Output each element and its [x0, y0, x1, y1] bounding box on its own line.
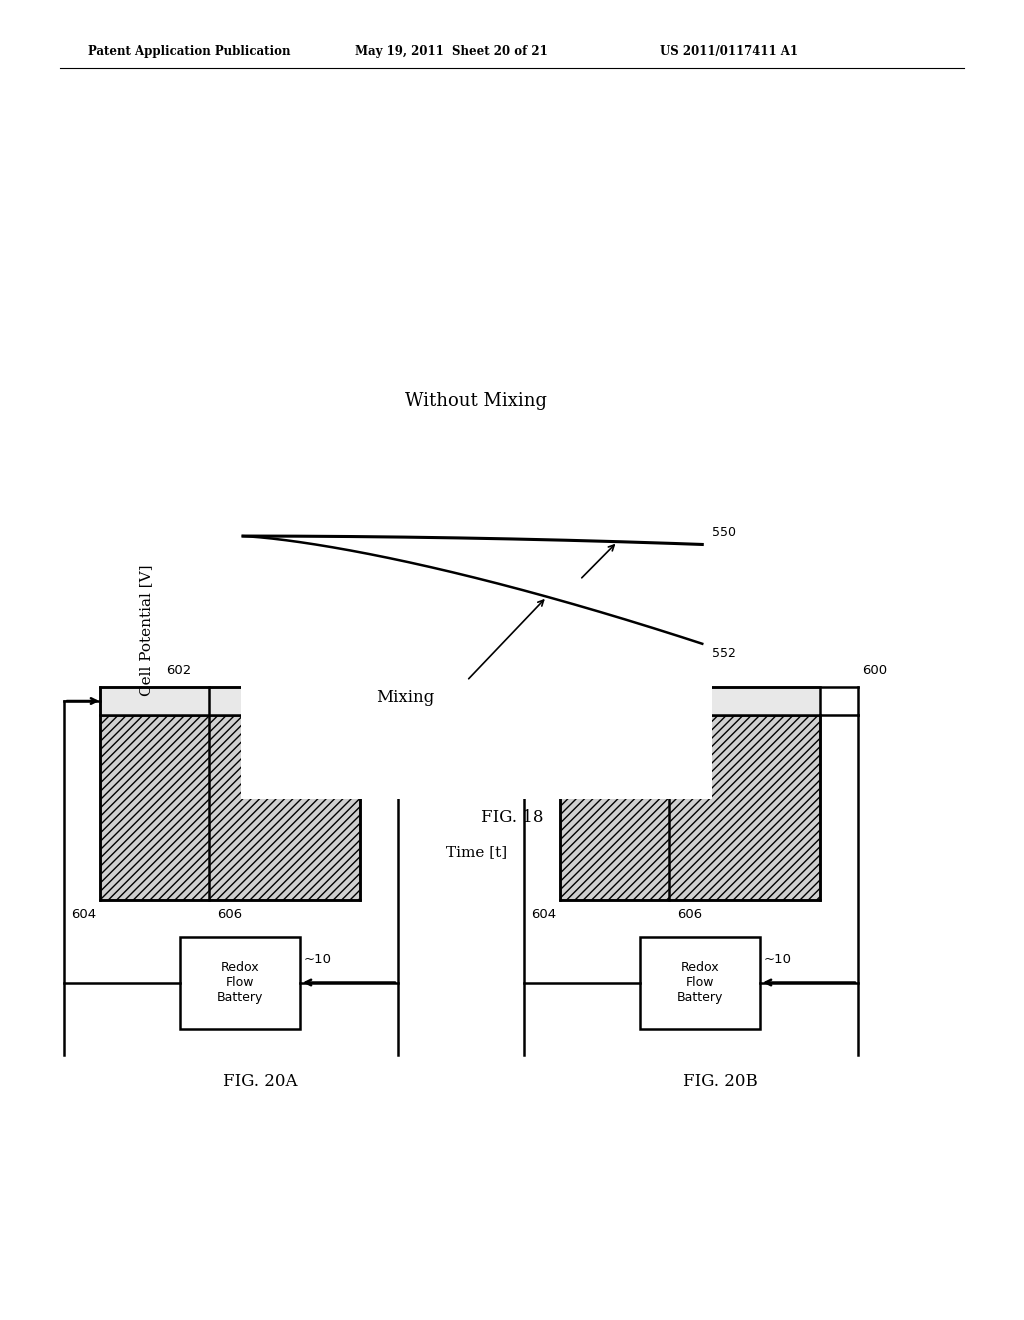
Text: Time [t]: Time [t]	[445, 845, 507, 859]
Text: 606: 606	[217, 908, 243, 921]
Text: 550: 550	[712, 527, 735, 540]
Text: Redox
Flow
Battery: Redox Flow Battery	[677, 961, 723, 1005]
Text: Redox
Flow
Battery: Redox Flow Battery	[217, 961, 263, 1005]
Text: ~10: ~10	[304, 953, 332, 966]
Bar	[560, 686, 820, 715]
Text: 600: 600	[862, 664, 887, 677]
Text: 552: 552	[712, 647, 735, 660]
Text: May 19, 2011  Sheet 20 of 21: May 19, 2011 Sheet 20 of 21	[355, 45, 548, 58]
Bar	[100, 686, 360, 715]
Text: FIG. 20B: FIG. 20B	[683, 1073, 758, 1090]
Text: 604: 604	[71, 908, 96, 921]
Bar	[180, 936, 300, 1028]
Text: Cell Potential [V]: Cell Potential [V]	[139, 565, 154, 696]
Text: Mixing: Mixing	[377, 689, 434, 706]
Bar	[560, 715, 820, 900]
Text: US 2011/0117411 A1: US 2011/0117411 A1	[660, 45, 798, 58]
Text: Patent Application Publication: Patent Application Publication	[88, 45, 291, 58]
Text: FIG. 18: FIG. 18	[480, 809, 544, 826]
Text: 604: 604	[530, 908, 556, 921]
Text: 602: 602	[626, 664, 651, 677]
Text: Without Mixing: Without Mixing	[406, 392, 547, 411]
Text: 602: 602	[166, 664, 191, 677]
Text: ~10: ~10	[764, 953, 792, 966]
Text: 606: 606	[677, 908, 702, 921]
Bar	[640, 936, 760, 1028]
Text: 600: 600	[402, 664, 427, 677]
Text: FIG. 20A: FIG. 20A	[223, 1073, 297, 1090]
Bar	[100, 715, 360, 900]
